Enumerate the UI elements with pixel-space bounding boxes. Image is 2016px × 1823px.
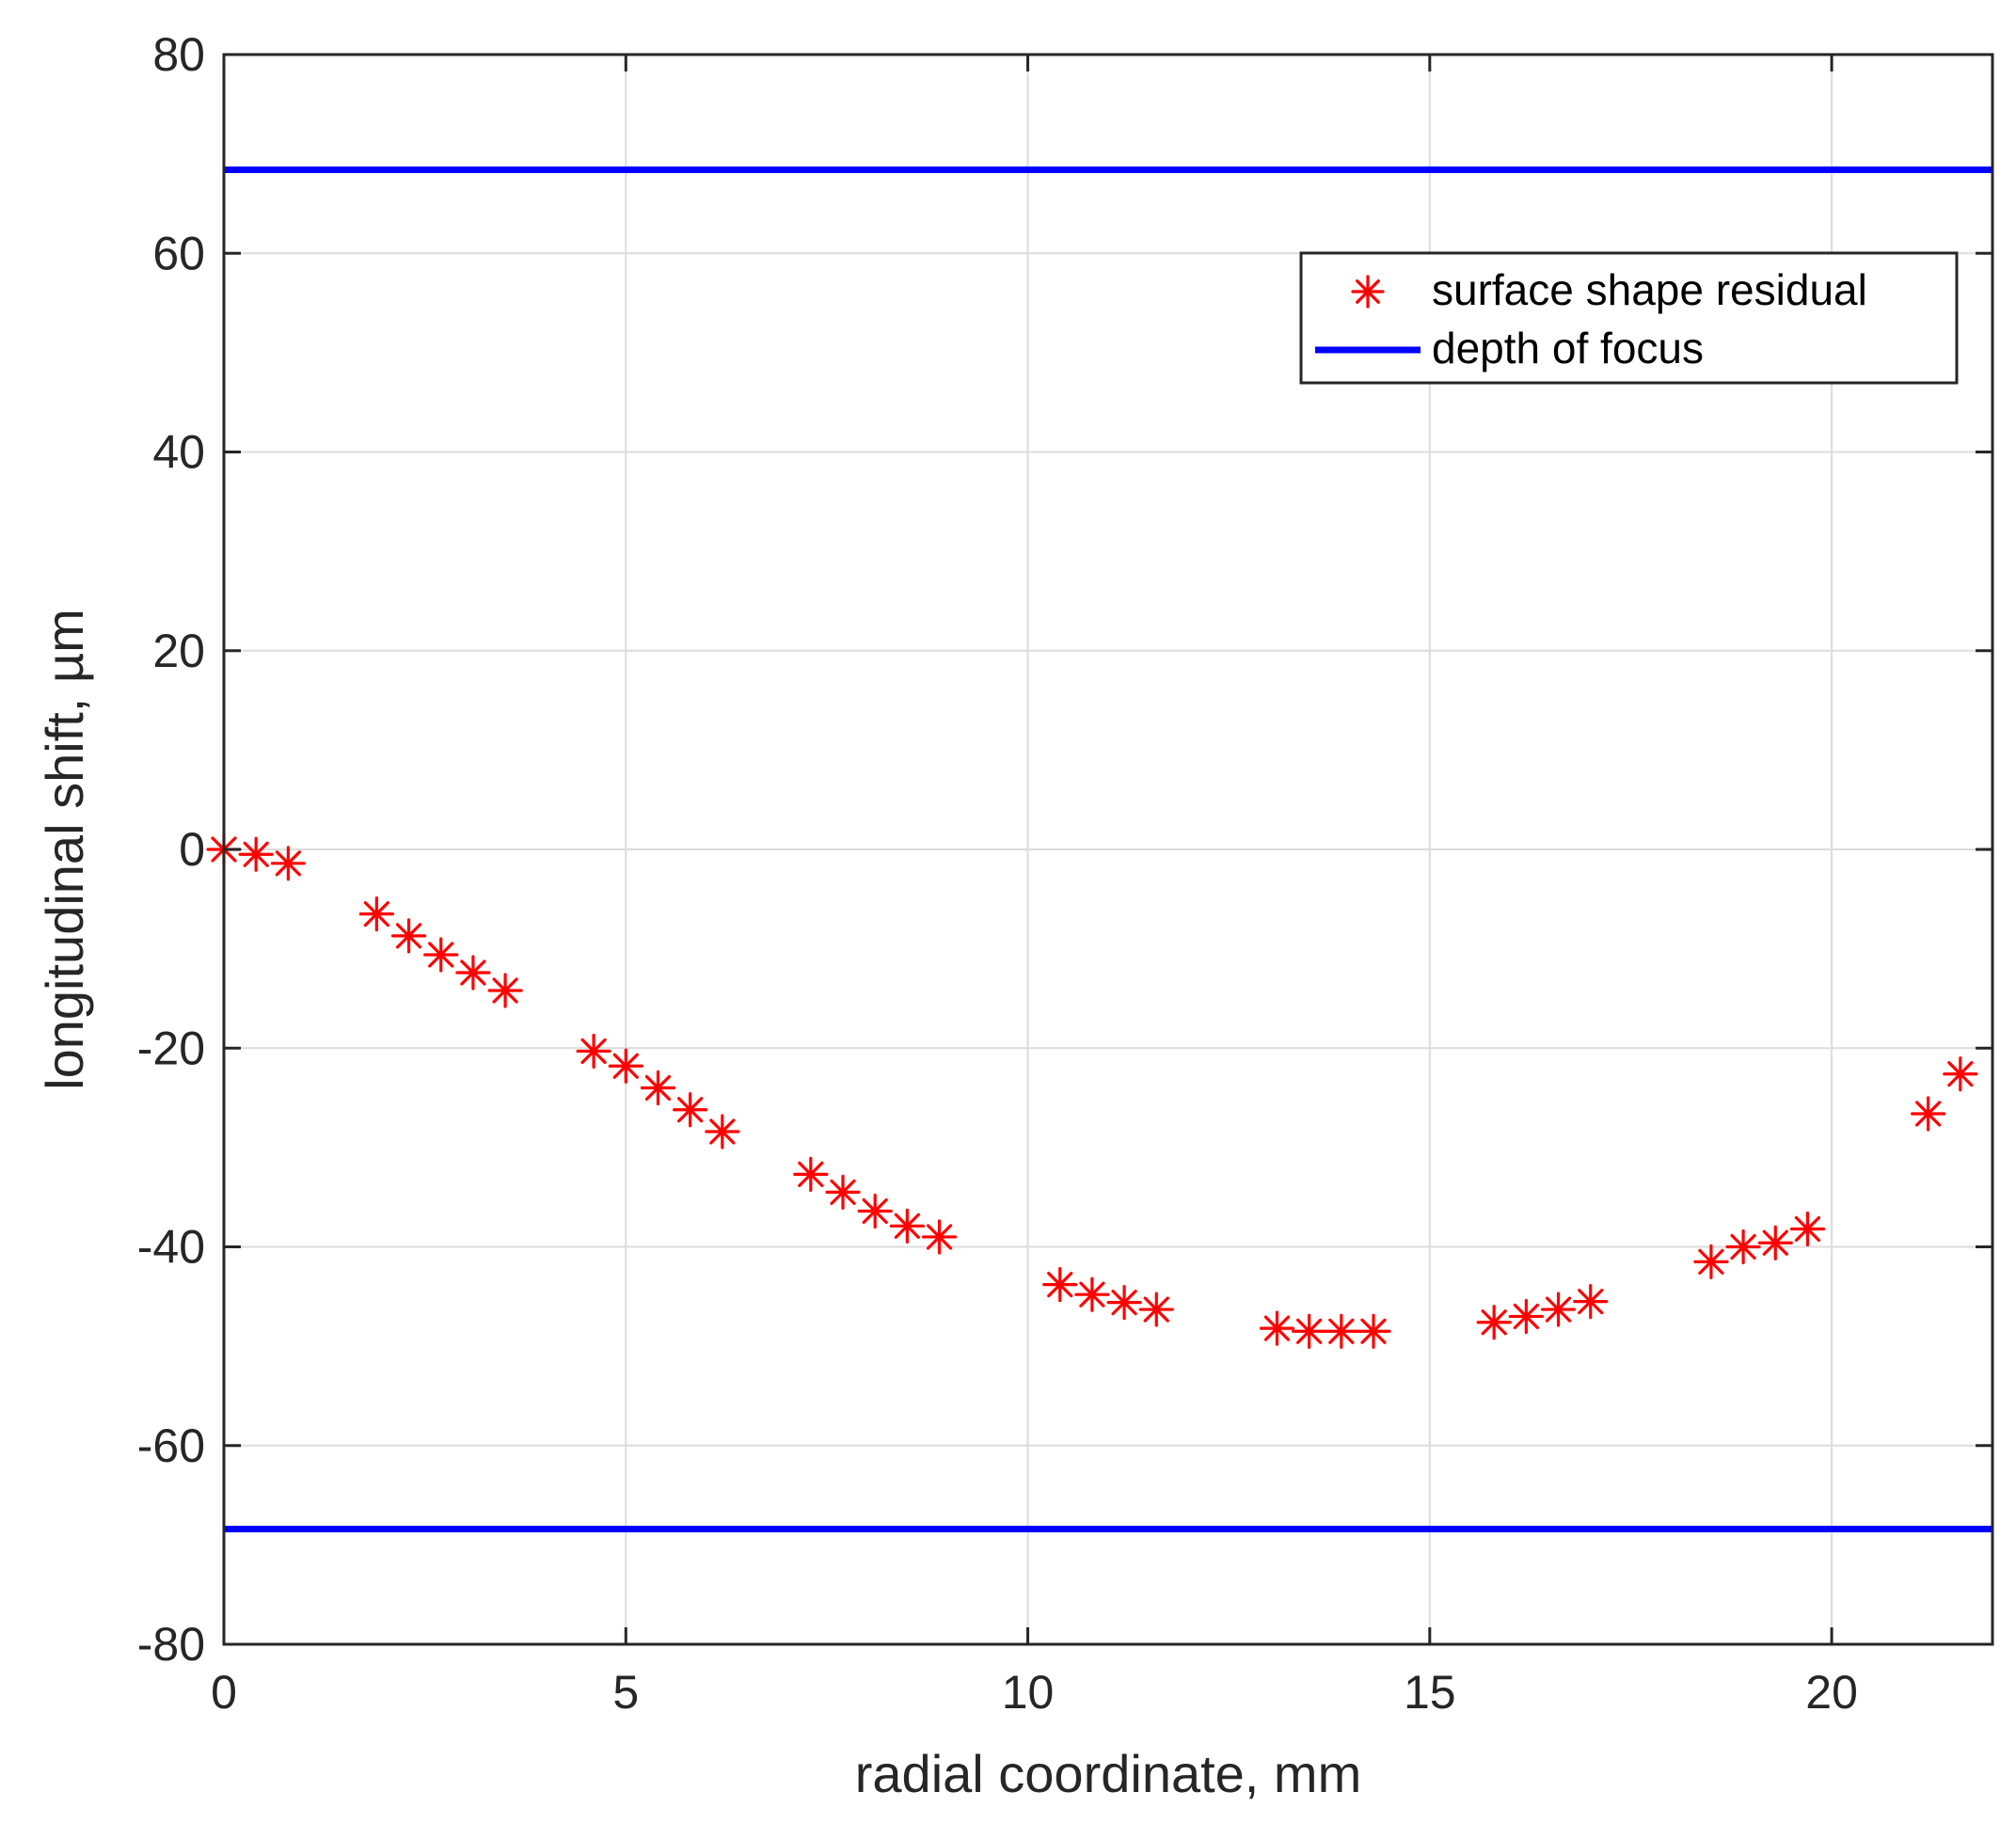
data-point bbox=[390, 918, 427, 954]
y-tick-labels: -80 -60 -40 -20 0 20 40 60 80 bbox=[137, 28, 205, 1671]
data-point bbox=[1292, 1313, 1327, 1349]
y-tick-label: 60 bbox=[152, 227, 205, 279]
x-tick-label: 0 bbox=[211, 1666, 237, 1719]
y-tick-label: -60 bbox=[137, 1419, 205, 1472]
legend: surface shape residual depth of focus bbox=[1299, 251, 1959, 385]
data-point bbox=[857, 1193, 893, 1229]
legend-label-surface-shape-residual: surface shape residual bbox=[1432, 265, 1867, 314]
y-tick-label: 40 bbox=[152, 426, 205, 479]
y-tick-label: -80 bbox=[137, 1618, 205, 1671]
axis-ticks bbox=[222, 53, 1992, 1646]
y-tick-label: 0 bbox=[179, 823, 205, 876]
data-point bbox=[1725, 1229, 1761, 1265]
data-point bbox=[1540, 1292, 1577, 1327]
depth-of-focus-lines bbox=[224, 166, 1992, 1532]
data-point bbox=[1042, 1267, 1078, 1303]
data-point bbox=[793, 1156, 829, 1192]
data-point bbox=[608, 1048, 643, 1084]
data-point bbox=[423, 937, 459, 973]
data-point bbox=[1138, 1292, 1174, 1327]
legend-asterisk-icon bbox=[1351, 275, 1385, 309]
x-tick-label: 20 bbox=[1805, 1666, 1858, 1719]
x-axis-label: radial coordinate, mm bbox=[855, 1744, 1361, 1803]
data-point bbox=[1508, 1298, 1544, 1335]
legend-box bbox=[1299, 251, 1959, 385]
data-point bbox=[1356, 1313, 1391, 1349]
data-point bbox=[1789, 1211, 1826, 1247]
y-tick-label: -20 bbox=[137, 1022, 205, 1074]
data-point bbox=[1757, 1225, 1793, 1260]
legend-marker-asterisk bbox=[1351, 275, 1385, 309]
data-point bbox=[1693, 1244, 1729, 1279]
data-point bbox=[1106, 1285, 1142, 1321]
data-point bbox=[1943, 1056, 1978, 1092]
y-tick-label: -40 bbox=[137, 1221, 205, 1274]
data-point bbox=[1911, 1096, 1946, 1132]
data-point bbox=[358, 896, 394, 932]
x-tick-label: 10 bbox=[1002, 1666, 1055, 1719]
data-point bbox=[487, 973, 523, 1008]
data-point bbox=[1476, 1305, 1512, 1340]
data-point bbox=[455, 955, 491, 991]
x-tick-labels: 0 5 10 15 20 bbox=[211, 1666, 1858, 1719]
x-tick-label: 15 bbox=[1404, 1666, 1456, 1719]
data-point bbox=[1573, 1283, 1609, 1320]
data-point bbox=[270, 846, 306, 881]
data-point bbox=[705, 1114, 740, 1149]
y-tick-label: 80 bbox=[152, 28, 205, 81]
x-tick-label: 5 bbox=[612, 1666, 639, 1719]
y-axis-label: longitudinal shift, µm bbox=[35, 609, 94, 1090]
scatter-points bbox=[206, 832, 1978, 1349]
data-point bbox=[238, 836, 274, 872]
data-point bbox=[825, 1174, 861, 1211]
data-point bbox=[673, 1092, 708, 1128]
data-point bbox=[889, 1208, 925, 1244]
legend-label-depth-of-focus: depth of focus bbox=[1432, 324, 1704, 373]
data-point bbox=[1074, 1276, 1110, 1312]
data-point bbox=[1259, 1310, 1295, 1346]
data-point bbox=[921, 1219, 958, 1255]
grid-lines bbox=[224, 55, 1992, 1644]
data-point bbox=[576, 1033, 611, 1070]
y-tick-label: 20 bbox=[152, 625, 205, 677]
data-point bbox=[640, 1070, 676, 1106]
data-point bbox=[1324, 1313, 1359, 1349]
